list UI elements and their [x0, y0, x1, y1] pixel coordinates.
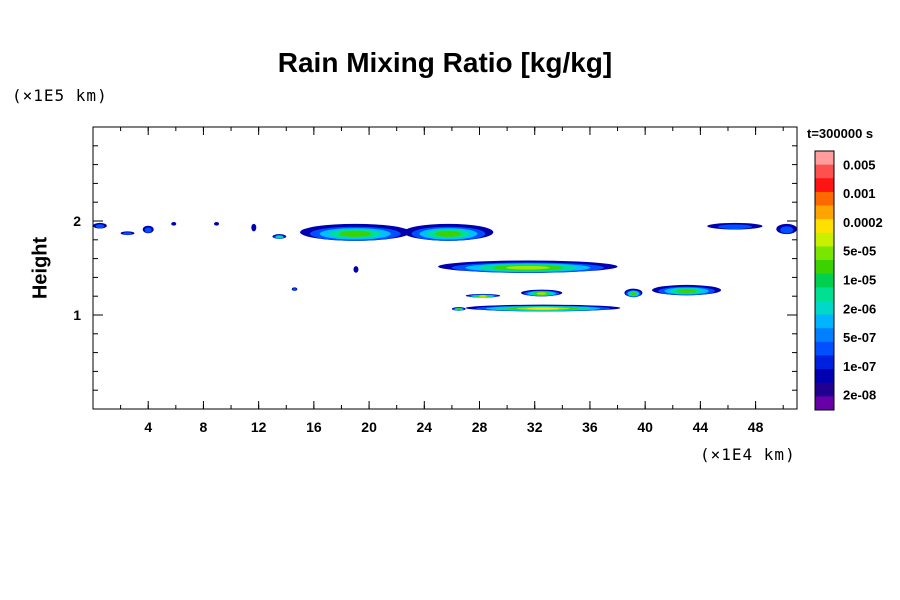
- colorbar-label: 5e-05: [843, 244, 876, 259]
- contour-level-1: [123, 232, 132, 235]
- contour-level-5: [478, 294, 488, 298]
- contour-level-0: [214, 222, 220, 226]
- x-tick-label: 36: [582, 419, 598, 435]
- rain-feature-8: [403, 223, 494, 241]
- colorbar-swatch: [815, 328, 834, 343]
- rain-feature-3: [171, 222, 177, 226]
- colorbar-swatch: [815, 164, 834, 179]
- x-tick-label: 44: [693, 419, 709, 435]
- colorbar-label: 0.005: [843, 157, 876, 172]
- chart-title: Rain Mixing Ratio [kg/kg]: [277, 47, 613, 78]
- contour-level-1: [95, 224, 105, 229]
- rain-feature-13: [465, 293, 501, 298]
- data-layer: [93, 222, 797, 312]
- contour-level-5: [536, 292, 547, 295]
- x-tick-label: 48: [748, 419, 764, 435]
- colorbar-swatch: [815, 341, 834, 356]
- contour-level-4: [676, 289, 697, 293]
- colorbar-label: 0.0002: [843, 215, 883, 230]
- contour-level-4: [435, 230, 462, 237]
- x-tick-label: 24: [417, 419, 433, 435]
- x-tick-label: 12: [251, 419, 267, 435]
- rain-feature-15: [451, 307, 466, 311]
- contour-level-1: [717, 224, 752, 230]
- contour-level-3: [276, 235, 282, 239]
- rain-feature-11: [291, 287, 298, 291]
- y-tick-label: 2: [73, 213, 81, 229]
- contour-level-5: [506, 265, 550, 270]
- rain-feature-12: [465, 304, 621, 312]
- x-tick-label: 16: [306, 419, 322, 435]
- colorbar-swatch: [815, 287, 834, 302]
- colorbar: 0.005 0.001 0.0002 5e-05 1e-05 2e-06 5e-07 1e-0…: [814, 150, 883, 411]
- plot-frame: [92, 126, 798, 410]
- rain-feature-4: [214, 222, 220, 226]
- colorbar-label: 5e-07: [843, 330, 876, 345]
- colorbar-swatch: [815, 219, 834, 234]
- colorbar-frame: [814, 150, 835, 411]
- rain-feature-19: [776, 223, 797, 235]
- contour-level-1: [780, 226, 794, 234]
- contour-level-4: [630, 292, 636, 296]
- colorbar-swatch: [815, 151, 834, 166]
- colorbar-label: 1e-05: [843, 273, 876, 288]
- colorbar-swatch: [815, 382, 834, 397]
- colorbar-swatch: [815, 178, 834, 193]
- colorbar-swatch: [815, 273, 834, 288]
- time-label: t=300000 s: [807, 126, 874, 141]
- x-axis-unit: (×1E4 km): [700, 445, 796, 464]
- rain-feature-14: [520, 289, 563, 297]
- colorbar-swatch: [815, 246, 834, 261]
- rain-feature-7: [300, 223, 411, 241]
- rain-feature-9: [438, 260, 618, 273]
- contour-level-1: [144, 227, 152, 233]
- colorbar-swatch: [815, 260, 834, 275]
- x-tick-label: 4: [144, 419, 152, 435]
- rain-feature-10: [353, 266, 359, 273]
- rain-feature-17: [652, 284, 722, 296]
- colorbar-swatch: [815, 205, 834, 220]
- contour-level-0: [171, 222, 177, 226]
- colorbar-swatch: [815, 314, 834, 329]
- colorbar-label: 1e-07: [843, 359, 876, 374]
- contour-level-0: [353, 266, 359, 273]
- colorbar-label: 2e-08: [843, 388, 876, 403]
- colorbar-swatch: [815, 369, 834, 384]
- colorbar-swatch: [815, 232, 834, 247]
- y-tick-label: 1: [73, 307, 81, 323]
- colorbar-swatch: [815, 191, 834, 207]
- contour-level-4: [456, 308, 461, 311]
- x-tick-label: 32: [527, 419, 543, 435]
- rain-feature-0: [93, 222, 107, 229]
- rain-feature-1: [120, 231, 135, 236]
- contour-level-0: [251, 223, 257, 232]
- colorbar-swatch: [815, 396, 834, 411]
- contour-level-1: [292, 288, 297, 291]
- colorbar-label: 0.001: [843, 186, 876, 201]
- y-axis-unit: (×1E5 km): [12, 86, 108, 105]
- rain-feature-5: [251, 223, 257, 232]
- rain-feature-6: [272, 234, 287, 239]
- colorbar-swatch: [815, 355, 834, 370]
- colorbar-swatch: [815, 300, 834, 316]
- rain-feature-18: [707, 222, 763, 230]
- x-tick-label: 40: [637, 419, 653, 435]
- x-tick-label: 20: [361, 419, 377, 435]
- contour-level-4: [339, 230, 372, 237]
- colorbar-label: 2e-06: [843, 301, 876, 316]
- x-tick-label: 8: [200, 419, 208, 435]
- rain-feature-16: [624, 288, 643, 298]
- contour-level-6: [526, 307, 560, 310]
- rain-feature-2: [142, 225, 154, 234]
- x-tick-label: 28: [472, 419, 488, 435]
